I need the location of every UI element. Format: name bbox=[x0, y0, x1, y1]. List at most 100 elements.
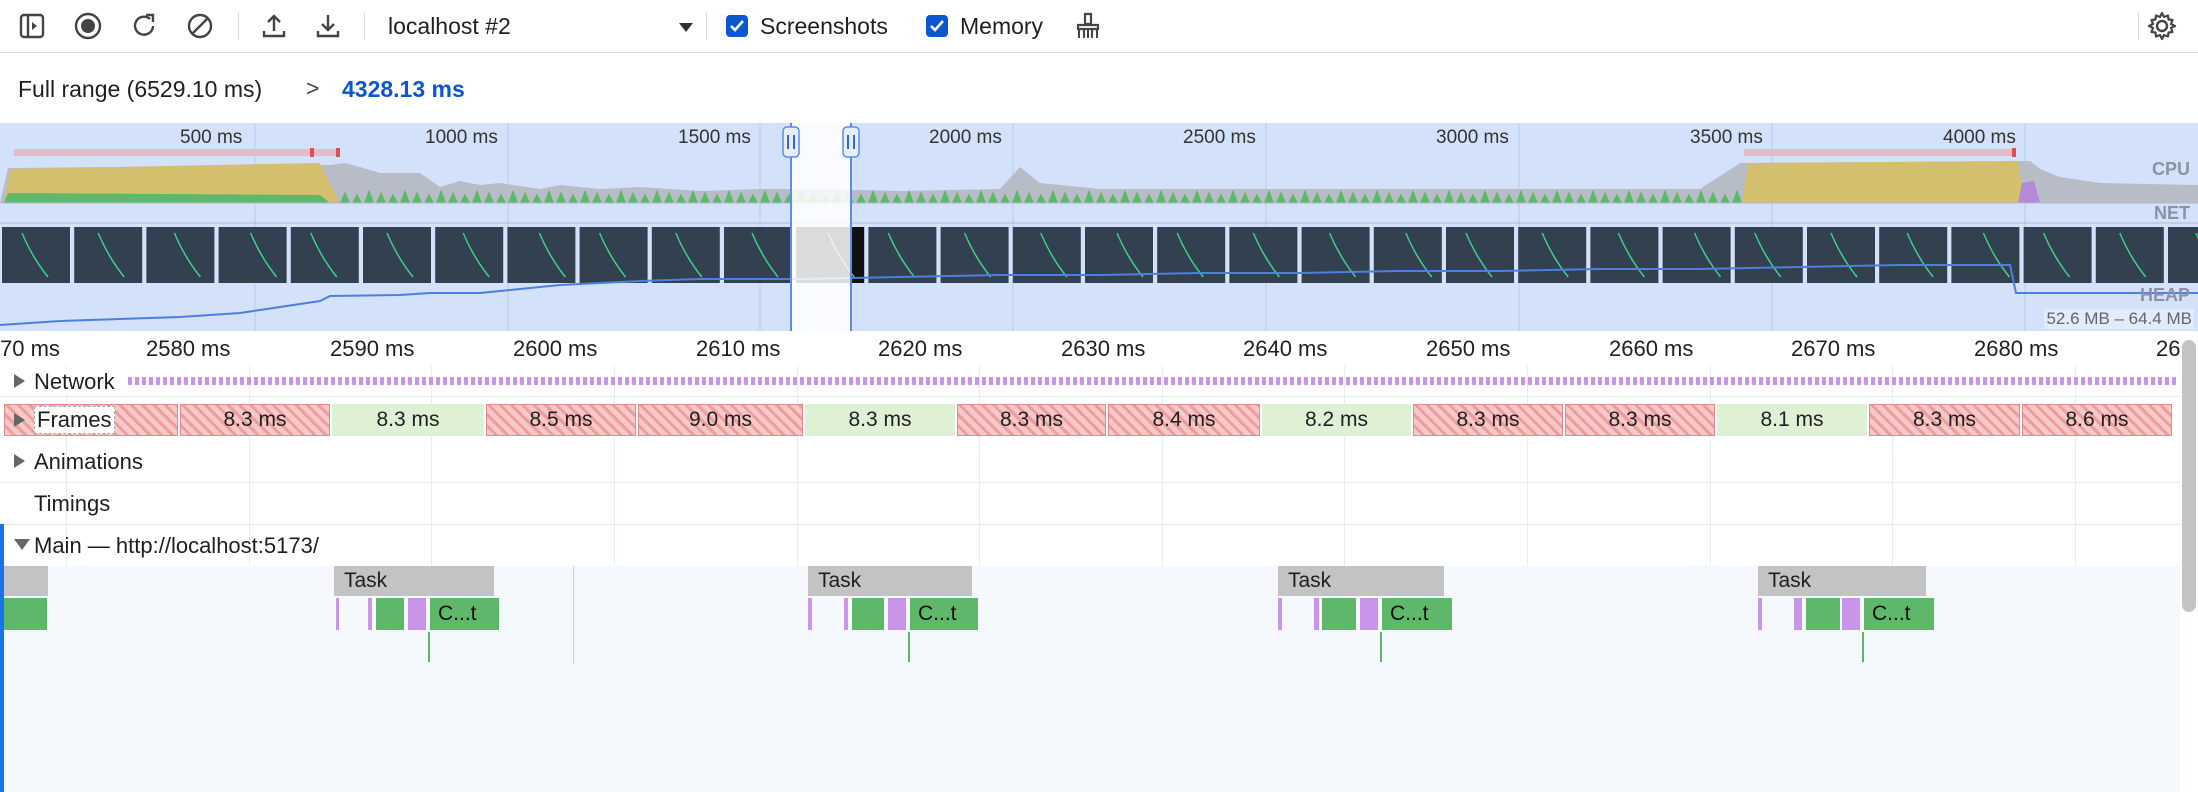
screenshot-thumbnail[interactable] bbox=[868, 227, 937, 283]
garbage-collect-icon[interactable] bbox=[1072, 10, 1104, 42]
dropped-frame[interactable]: 8.6 ms bbox=[2022, 404, 2172, 436]
frame-duration-label: 8.3 ms bbox=[999, 408, 1064, 431]
dropped-frame[interactable]: 8.3 ms bbox=[1413, 404, 1563, 436]
screenshot-thumbnail[interactable] bbox=[74, 227, 143, 283]
timeline-overview[interactable]: 500 ms 1000 ms 1500 ms 2000 ms 2500 ms 3… bbox=[0, 123, 2198, 331]
screenshot-thumbnail[interactable] bbox=[2095, 227, 2164, 283]
task-block[interactable]: Task bbox=[334, 566, 494, 596]
animations-track[interactable]: Animations bbox=[0, 440, 2180, 483]
layout-block[interactable] bbox=[1758, 598, 1762, 630]
layout-block[interactable] bbox=[1842, 598, 1860, 630]
screenshot-thumbnail[interactable] bbox=[146, 227, 215, 283]
screenshot-thumbnail[interactable] bbox=[651, 227, 720, 283]
screenshot-thumbnail[interactable] bbox=[1446, 227, 1514, 283]
record-icon[interactable] bbox=[72, 10, 104, 42]
screenshot-thumbnail[interactable] bbox=[1590, 227, 1659, 283]
screenshot-thumbnail[interactable] bbox=[1373, 227, 1442, 283]
screenshot-thumbnail[interactable] bbox=[2168, 227, 2198, 283]
frame[interactable]: 8.3 ms bbox=[332, 404, 484, 436]
function-call-block[interactable]: C...t bbox=[430, 598, 499, 630]
heap-range-label: 52.6 MB – 64.4 MB bbox=[2044, 309, 2194, 329]
screenshot-content bbox=[1906, 232, 1934, 278]
screenshot-thumbnail[interactable] bbox=[363, 227, 431, 283]
target-select[interactable]: localhost #2 bbox=[376, 8, 700, 44]
script-block[interactable] bbox=[428, 632, 430, 662]
script-block[interactable] bbox=[1806, 598, 1840, 630]
screenshot-thumbnail[interactable] bbox=[1518, 227, 1587, 283]
screenshots-checkbox[interactable]: Screenshots bbox=[726, 12, 888, 40]
download-icon[interactable] bbox=[312, 10, 344, 42]
toolbar-divider bbox=[238, 12, 239, 40]
layout-block[interactable] bbox=[408, 598, 426, 630]
frame[interactable]: 8.2 ms bbox=[1262, 404, 1411, 436]
reload-icon[interactable] bbox=[128, 10, 160, 42]
screenshot-thumbnail[interactable] bbox=[579, 227, 648, 283]
screenshot-thumbnail[interactable] bbox=[2023, 227, 2092, 283]
script-block[interactable] bbox=[4, 598, 47, 630]
script-block[interactable] bbox=[852, 598, 884, 630]
layout-block[interactable] bbox=[368, 598, 372, 630]
sidebar-toggle-icon[interactable] bbox=[16, 10, 48, 42]
layout-block[interactable] bbox=[1314, 598, 1319, 630]
task-block[interactable]: Task bbox=[1758, 566, 1926, 596]
layout-block[interactable] bbox=[888, 598, 906, 630]
dropped-frame[interactable]: 8.3 ms bbox=[180, 404, 330, 436]
dropped-frame[interactable]: 8.3 ms bbox=[1565, 404, 1715, 436]
screenshot-thumbnail[interactable] bbox=[1951, 227, 2020, 283]
screenshot-thumbnail[interactable] bbox=[2, 227, 70, 283]
screenshot-thumbnail[interactable] bbox=[1012, 227, 1081, 283]
checkmark-icon[interactable] bbox=[926, 15, 948, 37]
layout-block[interactable] bbox=[844, 598, 848, 630]
dropped-frame[interactable]: 8.5 ms bbox=[486, 404, 636, 436]
script-block[interactable] bbox=[376, 598, 404, 630]
clear-icon[interactable] bbox=[184, 10, 216, 42]
memory-checkbox[interactable]: Memory bbox=[926, 12, 1043, 40]
dropped-frame[interactable]: 8.3 ms bbox=[957, 404, 1106, 436]
settings-gear-icon[interactable] bbox=[2146, 10, 2178, 42]
function-call-block[interactable]: C...t bbox=[1864, 598, 1934, 630]
upload-icon[interactable] bbox=[258, 10, 290, 42]
network-track[interactable]: Network bbox=[0, 366, 2180, 397]
function-call-block[interactable]: C...t bbox=[910, 598, 978, 630]
overview-time-label: 1500 ms bbox=[678, 127, 751, 148]
breadcrumb-full-range[interactable]: Full range (6529.10 ms) bbox=[18, 76, 263, 102]
layout-block[interactable] bbox=[1278, 598, 1282, 630]
checkmark-icon[interactable] bbox=[726, 15, 748, 37]
script-block[interactable] bbox=[1862, 632, 1864, 662]
screenshot-thumbnail[interactable] bbox=[1734, 227, 1803, 283]
expand-arrow-icon[interactable] bbox=[14, 413, 25, 427]
main-thread-track[interactable]: Main — http://localhost:5173/ bbox=[0, 524, 2180, 564]
layout-block[interactable] bbox=[1360, 598, 1378, 630]
layout-block[interactable] bbox=[336, 598, 339, 630]
script-block[interactable] bbox=[1322, 598, 1356, 630]
frame[interactable]: 8.1 ms bbox=[1717, 404, 1867, 436]
screenshot-thumbnail[interactable] bbox=[1229, 227, 1298, 283]
screenshot-thumbnail[interactable] bbox=[1662, 227, 1731, 283]
screenshot-thumbnail[interactable] bbox=[1807, 227, 1875, 283]
frame[interactable]: 8.3 ms bbox=[805, 404, 955, 436]
screenshot-thumbnail[interactable] bbox=[1301, 227, 1370, 283]
function-call-block[interactable]: C...t bbox=[1382, 598, 1452, 630]
layout-block[interactable] bbox=[1794, 598, 1802, 630]
dropped-frame[interactable]: 9.0 ms bbox=[638, 404, 803, 436]
task-block[interactable]: Task bbox=[1278, 566, 1444, 596]
screenshot-thumbnail[interactable] bbox=[1879, 227, 1948, 283]
screenshot-thumbnail[interactable] bbox=[724, 227, 792, 283]
script-block[interactable] bbox=[1380, 632, 1382, 662]
vertical-scrollbar[interactable] bbox=[2182, 340, 2196, 612]
breadcrumb-current-range[interactable]: 4328.13 ms bbox=[342, 76, 465, 102]
timings-track[interactable]: Timings bbox=[0, 482, 2180, 525]
script-block[interactable] bbox=[908, 632, 910, 662]
collapse-arrow-icon[interactable] bbox=[14, 539, 30, 550]
dropped-frame[interactable]: 8.3 ms bbox=[1869, 404, 2020, 436]
expand-arrow-icon[interactable] bbox=[14, 374, 25, 388]
task-block[interactable] bbox=[4, 566, 48, 596]
frame-duration-label: 9.0 ms bbox=[688, 408, 753, 431]
screenshot-thumbnail[interactable] bbox=[435, 227, 504, 283]
task-block[interactable]: Task bbox=[808, 566, 972, 596]
layout-block[interactable] bbox=[808, 598, 812, 630]
expand-arrow-icon[interactable] bbox=[14, 454, 25, 468]
dropped-frame[interactable]: 8.4 ms bbox=[1108, 404, 1260, 436]
screenshot-thumbnail[interactable] bbox=[290, 227, 359, 283]
screenshot-thumbnail[interactable] bbox=[940, 227, 1009, 283]
